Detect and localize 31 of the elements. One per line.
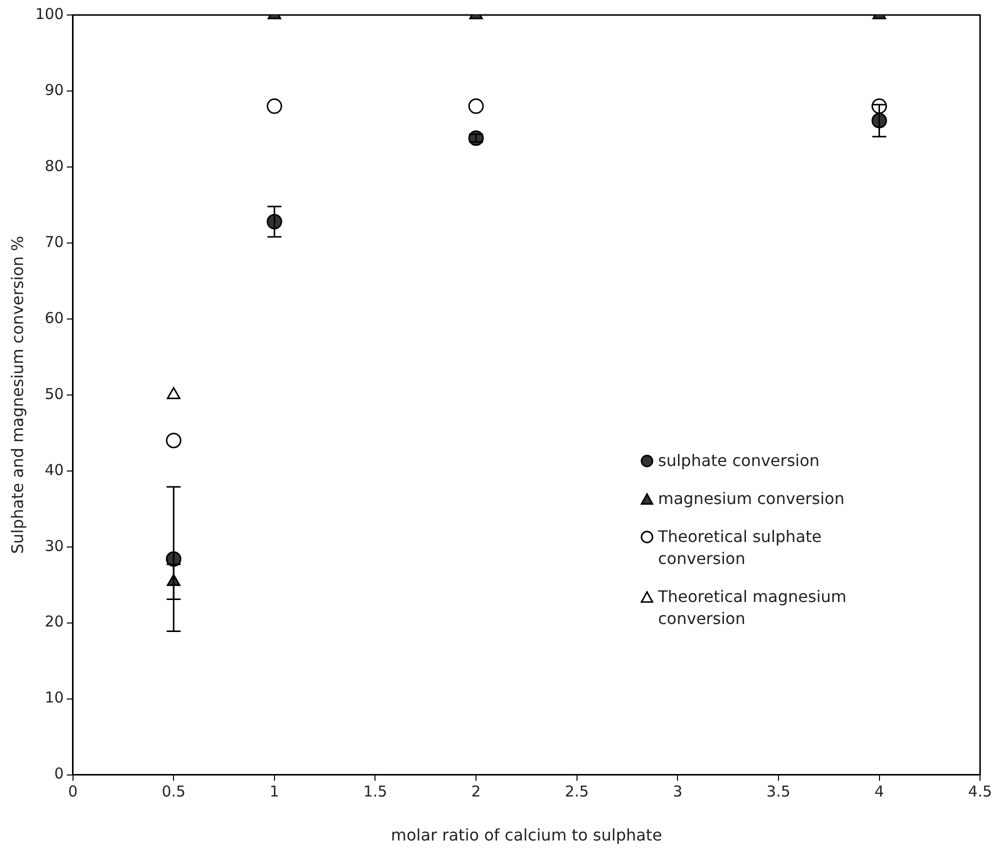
y-tick-label: 90 bbox=[44, 80, 64, 99]
y-tick-label: 50 bbox=[44, 384, 64, 403]
x-axis-title: molar ratio of calcium to sulphate bbox=[390, 826, 662, 845]
y-tick-label: 10 bbox=[44, 688, 64, 707]
y-tick-label: 70 bbox=[44, 232, 64, 251]
y-tick-label: 30 bbox=[44, 536, 64, 555]
y-axis-title: Sulphate and magnesium conversion % bbox=[8, 236, 27, 554]
y-tick-label: 0 bbox=[54, 764, 64, 783]
x-tick-label: 0 bbox=[68, 782, 78, 801]
x-tick-label: 4.5 bbox=[968, 782, 992, 801]
legend-label: Theoretical sulphate conversion bbox=[658, 526, 823, 570]
legend-label: magnesium conversion bbox=[658, 488, 844, 510]
x-tick-label: 0.5 bbox=[162, 782, 186, 801]
x-tick-label: 4 bbox=[874, 782, 884, 801]
point bbox=[166, 387, 180, 400]
legend-label: sulphate conversion bbox=[658, 450, 820, 472]
point bbox=[468, 98, 484, 114]
y-tick-label: 40 bbox=[44, 460, 64, 479]
y-tick-label: 20 bbox=[44, 612, 64, 631]
legend-label: Theoretical magnesium conversion bbox=[658, 586, 848, 630]
point bbox=[266, 98, 282, 114]
y-tick-label: 60 bbox=[44, 308, 64, 327]
x-tick-label: 3 bbox=[672, 782, 682, 801]
x-tick-label: 2.5 bbox=[564, 782, 589, 801]
x-tick-label: 3.5 bbox=[766, 782, 790, 801]
y-tick-label: 80 bbox=[44, 156, 64, 175]
point bbox=[166, 432, 182, 448]
x-tick-label: 1.5 bbox=[363, 782, 388, 801]
y-tick-label: 100 bbox=[35, 4, 64, 23]
x-tick-label: 1 bbox=[270, 782, 280, 801]
x-tick-label: 2 bbox=[471, 782, 481, 801]
